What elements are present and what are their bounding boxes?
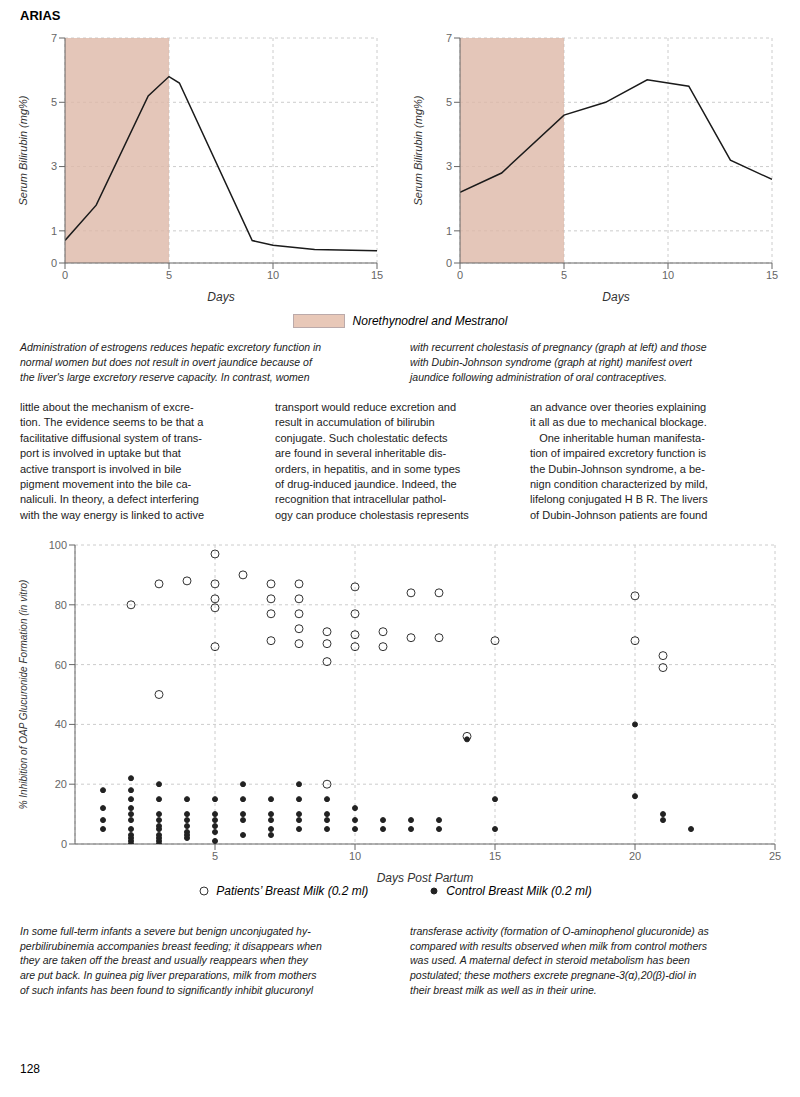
svg-text:Days: Days: [207, 290, 234, 304]
html-text:ARIAS: ARIAS: [20, 8, 61, 23]
svg-text:5: 5: [212, 850, 218, 862]
svg-text:5: 5: [561, 269, 567, 281]
svg-text:0: 0: [62, 269, 68, 281]
svg-text:% Inhibition of OAP Glucuronid: % Inhibition of OAP Glucuronide Formatio…: [18, 580, 29, 810]
svg-text:Serum Bilirubin (mg%): Serum Bilirubin (mg%): [412, 95, 424, 205]
html-text:Control Breast Milk (0.2 ml): Control Breast Milk (0.2 ml): [446, 884, 592, 898]
svg-text:1: 1: [51, 225, 57, 237]
svg-text:0: 0: [446, 257, 452, 269]
svg-text:1: 1: [446, 225, 452, 237]
svg-text:10: 10: [662, 269, 674, 281]
svg-text:0: 0: [457, 269, 463, 281]
svg-text:15: 15: [489, 850, 501, 862]
html-text:Patients’ Breast Milk (0.2 ml): Patients’ Breast Milk (0.2 ml): [216, 884, 369, 898]
svg-text:10: 10: [349, 850, 361, 862]
svg-text:15: 15: [371, 269, 383, 281]
svg-text:7: 7: [51, 32, 57, 44]
html-text:little about the mechanism of: little about the mechanism of excre- tio…: [20, 401, 204, 521]
svg-text:7: 7: [446, 32, 452, 44]
html-text:In some full-term infants a se: In some full-term infants a severe but b…: [20, 925, 322, 996]
svg-text:Serum Bilirubin (mg%): Serum Bilirubin (mg%): [17, 95, 29, 205]
svg-text:5: 5: [446, 96, 452, 108]
svg-text:3: 3: [51, 160, 57, 172]
svg-text:Days Post Partum: Days Post Partum: [377, 871, 474, 885]
html-text:Norethynodrel and Mestranol: Norethynodrel and Mestranol: [352, 314, 508, 328]
svg-text:5: 5: [166, 269, 172, 281]
svg-text:80: 80: [55, 599, 67, 611]
html-text:transport would reduce excreti: transport would reduce excretion and res…: [275, 401, 469, 521]
html-text:transferase activity (formatio: transferase activity (formation of O-ami…: [410, 925, 709, 996]
svg-text:60: 60: [55, 659, 67, 671]
svg-text:15: 15: [766, 269, 778, 281]
html-text:128: 128: [20, 1062, 40, 1076]
svg-text:0: 0: [51, 257, 57, 269]
svg-text:100: 100: [49, 539, 67, 551]
svg-text:5: 5: [51, 96, 57, 108]
svg-text:25: 25: [769, 850, 781, 862]
svg-text:20: 20: [55, 778, 67, 790]
svg-text:40: 40: [55, 718, 67, 730]
svg-text:10: 10: [267, 269, 279, 281]
html-text:Administration of estrogens re: Administration of estrogens reduces hepa…: [20, 341, 322, 384]
svg-text:3: 3: [446, 160, 452, 172]
svg-text:20: 20: [629, 850, 641, 862]
html-text:with recurrent cholestasis of: with recurrent cholestasis of pregnancy …: [410, 341, 707, 384]
svg-text:0: 0: [61, 838, 67, 850]
svg-text:Days: Days: [602, 290, 629, 304]
html-text:an advance over theories expla: an advance over theories explaining it a…: [530, 401, 708, 521]
